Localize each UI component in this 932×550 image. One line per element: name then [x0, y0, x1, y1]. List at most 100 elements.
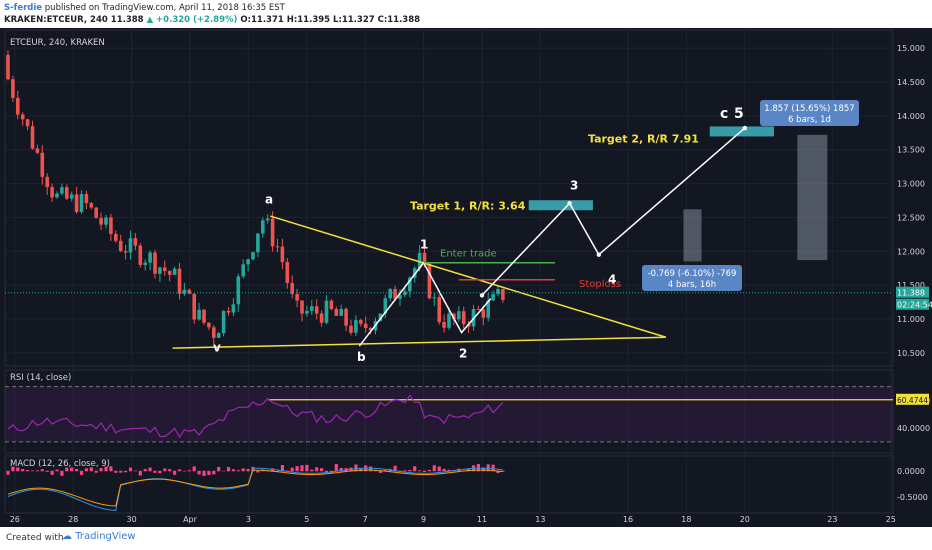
- candle-body: [286, 262, 290, 283]
- countdown-label: 02:24:54: [897, 301, 932, 310]
- x-tick-label: 13: [535, 515, 545, 524]
- candle-body: [207, 323, 211, 328]
- candle-body: [197, 310, 201, 320]
- candle-body: [330, 301, 334, 309]
- candle-body: [85, 194, 89, 203]
- candle-body: [310, 306, 314, 311]
- wave-label-a: a: [265, 192, 273, 206]
- macd-hist-bar: [6, 471, 9, 475]
- candle-body: [271, 219, 275, 247]
- candle-body: [109, 217, 113, 234]
- macd-hist-bar: [114, 471, 117, 473]
- macd-hist-bar: [433, 465, 436, 471]
- candle-body: [26, 119, 30, 126]
- macd-hist-bar: [413, 466, 416, 471]
- candle-body: [55, 193, 59, 197]
- macd-hist-bar: [95, 471, 98, 473]
- candle-body: [50, 187, 54, 197]
- measure-box-up-line2: 6 bars, 1d: [788, 115, 831, 125]
- macd-hist-bar: [202, 471, 205, 476]
- candle-body: [148, 253, 152, 263]
- candle-body: [403, 291, 407, 295]
- candle-body: [315, 306, 319, 313]
- candle-body: [192, 294, 196, 320]
- y-tick-label: 15.000: [897, 44, 925, 53]
- candle-body: [261, 220, 265, 233]
- y-tick-label: 12.500: [897, 213, 925, 222]
- macd-hist-bar: [119, 471, 122, 473]
- wave-zigzag: [359, 263, 490, 346]
- rsi-title: RSI (14, close): [10, 373, 71, 383]
- measure-bar-up: [797, 135, 827, 260]
- main-pane-title: ETCEUR, 240, KRAKEN: [10, 38, 105, 48]
- candle-body: [281, 247, 285, 262]
- created-with: Created with: [6, 533, 64, 543]
- candle-body: [124, 251, 128, 252]
- macd-hist-bar: [291, 468, 294, 472]
- symbol-label: KRAKEN:ETCEUR, 240: [4, 15, 108, 25]
- macd-hist-bar: [60, 471, 63, 476]
- candle-body: [202, 310, 206, 323]
- candle-body: [491, 294, 495, 300]
- candle-body: [31, 126, 35, 148]
- x-tick-label: 9: [421, 515, 426, 524]
- x-tick-label: 25: [886, 515, 896, 524]
- macd-hist-bar: [149, 468, 152, 472]
- macd-hist-bar: [21, 469, 24, 471]
- chart-area[interactable]: 1.857 (15.65%) 1857 6 bars, 1d -0.769 (-6.…: [0, 28, 932, 527]
- candle-body: [153, 253, 157, 274]
- candle-body: [41, 153, 45, 177]
- candle-body: [168, 271, 172, 275]
- macd-hist-bar: [51, 471, 54, 475]
- candle-body: [325, 301, 329, 323]
- candle-body: [437, 297, 441, 322]
- y-tick-label: 14.000: [897, 112, 925, 121]
- macd-hist-bar: [315, 467, 318, 471]
- candle-body: [359, 320, 363, 324]
- author-link[interactable]: S-ferdie: [4, 3, 42, 13]
- y-tick-label: 14.500: [897, 78, 925, 87]
- candle-body: [477, 309, 481, 310]
- macd-hist-bar: [139, 471, 142, 476]
- candle-body: [251, 252, 255, 259]
- candle-body: [457, 311, 461, 319]
- macd-hist-bar: [207, 471, 210, 475]
- macd-hist-bar: [443, 469, 446, 471]
- candle-body: [178, 269, 182, 294]
- candle-body: [344, 309, 348, 326]
- candle-body: [300, 301, 304, 314]
- macd-y-tick-label: 0.0000: [897, 467, 925, 476]
- x-tick-label: 5: [304, 515, 309, 524]
- x-tick-label: 3: [246, 515, 251, 524]
- candle-body: [496, 289, 500, 294]
- macd-hist-bar: [134, 471, 137, 472]
- macd-hist-bar: [158, 471, 161, 473]
- macd-hist-bar: [232, 469, 235, 471]
- candle-body: [70, 194, 74, 198]
- candle-body: [241, 264, 245, 276]
- macd-hist-bar: [124, 471, 127, 472]
- publish-header: S-ferdie published on TradingView.com, A…: [0, 0, 932, 28]
- x-tick-label: 16: [623, 515, 633, 524]
- candle-body: [222, 311, 226, 333]
- macd-hist-bar: [423, 471, 426, 472]
- macd-hist-bar: [418, 470, 421, 471]
- macd-hist-bar: [80, 471, 83, 475]
- candle-body: [354, 320, 358, 333]
- macd-hist-bar: [305, 465, 308, 471]
- x-tick-label: 11: [477, 515, 487, 524]
- macd-hist-bar: [129, 468, 132, 472]
- candle-body: [217, 333, 221, 338]
- y-tick-label: 11.000: [897, 315, 925, 324]
- macd-hist-bar: [403, 470, 406, 471]
- candle-body: [447, 314, 451, 328]
- x-tick-label: 7: [363, 515, 368, 524]
- candle-body: [246, 259, 250, 264]
- macd-hist-bar: [325, 471, 328, 472]
- tradingview-logo[interactable]: ☁ TradingView: [62, 531, 136, 542]
- macd-y-tick-label: -0.5000: [897, 493, 928, 502]
- measure-bar-down: [683, 209, 701, 261]
- footer: Created with ☁ TradingView: [0, 527, 932, 550]
- measure-box-up-line1: 1.857 (15.65%) 1857: [764, 104, 854, 114]
